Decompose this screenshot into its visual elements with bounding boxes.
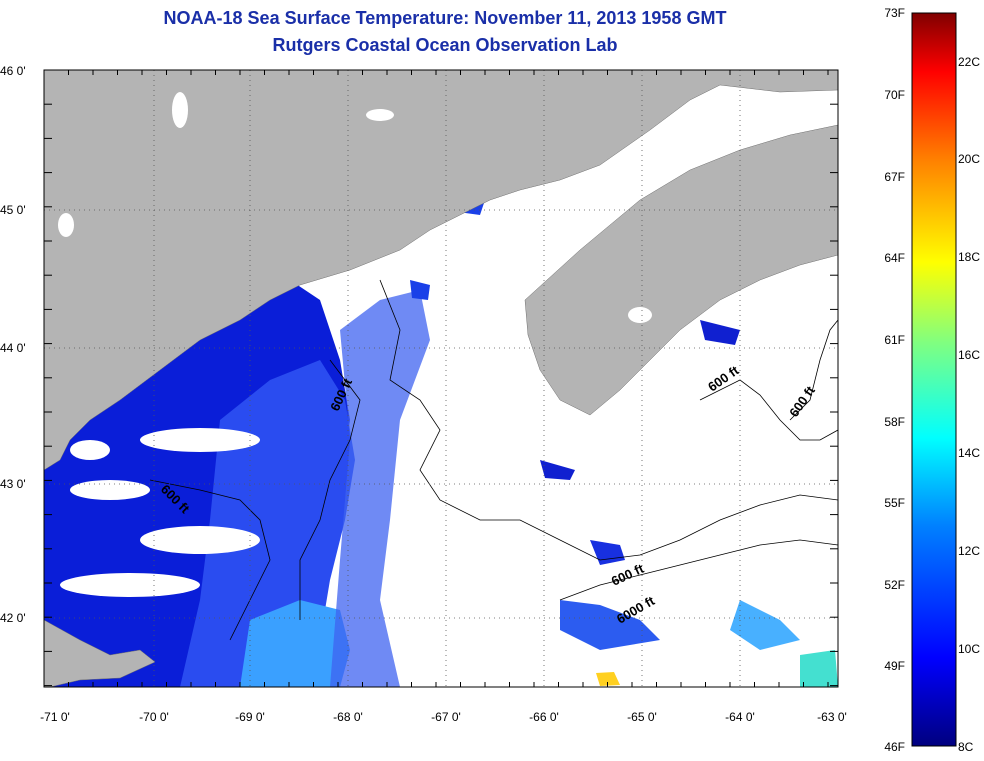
svg-text:12C: 12C bbox=[958, 544, 980, 558]
svg-text:55F: 55F bbox=[884, 496, 905, 510]
map-title: NOAA-18 Sea Surface Temperature: Novembe… bbox=[163, 8, 727, 28]
tick-marks bbox=[44, 70, 838, 687]
svg-text:16C: 16C bbox=[958, 348, 980, 362]
lon-label-71: -71 0' bbox=[40, 710, 70, 724]
colorbar-c-labels: 22C 20C 18C 16C 14C 12C 10C 8C bbox=[958, 55, 980, 754]
lat-label-42: 42 0' bbox=[0, 611, 26, 625]
svg-text:8C: 8C bbox=[958, 740, 974, 754]
lat-label-45: 45 0' bbox=[0, 203, 26, 217]
svg-text:10C: 10C bbox=[958, 642, 980, 656]
lon-label-64: -64 0' bbox=[725, 710, 755, 724]
lon-label-70: -70 0' bbox=[139, 710, 169, 724]
lon-label-65: -65 0' bbox=[627, 710, 657, 724]
map-subtitle: Rutgers Coastal Ocean Observation Lab bbox=[272, 35, 618, 55]
svg-text:20C: 20C bbox=[958, 152, 980, 166]
svg-text:22C: 22C bbox=[958, 55, 980, 69]
lon-label-66: -66 0' bbox=[529, 710, 559, 724]
lon-labels: -71 0' -70 0' -69 0' -68 0' -67 0' -66 0… bbox=[40, 710, 847, 724]
svg-text:46F: 46F bbox=[884, 740, 905, 754]
colorbar-f-labels: 73F 70F 67F 64F 61F 58F 55F 52F 49F 46F bbox=[884, 6, 905, 754]
lon-label-63: -63 0' bbox=[817, 710, 847, 724]
lat-label-43: 43 0' bbox=[0, 477, 26, 491]
land-cape-cod bbox=[44, 619, 156, 687]
svg-text:18C: 18C bbox=[958, 250, 980, 264]
land-north bbox=[44, 70, 838, 471]
svg-text:70F: 70F bbox=[884, 88, 905, 102]
lat-label-46: 46 0' bbox=[0, 64, 26, 78]
map-frame bbox=[43, 69, 839, 688]
svg-text:73F: 73F bbox=[884, 6, 905, 20]
lat-labels: 46 0' 45 0' 44 0' 43 0' 42 0' bbox=[0, 64, 26, 625]
sst-speckle-region bbox=[330, 290, 430, 687]
colorbar bbox=[911, 12, 957, 747]
land-nova-scotia bbox=[524, 124, 838, 416]
svg-text:58F: 58F bbox=[884, 415, 905, 429]
svg-text:61F: 61F bbox=[884, 333, 905, 347]
lon-label-68: -68 0' bbox=[333, 710, 363, 724]
lon-label-69: -69 0' bbox=[235, 710, 265, 724]
sst-warm-region bbox=[240, 600, 350, 687]
svg-text:14C: 14C bbox=[958, 446, 980, 460]
svg-text:67F: 67F bbox=[884, 170, 905, 184]
svg-text:52F: 52F bbox=[884, 578, 905, 592]
svg-text:49F: 49F bbox=[884, 659, 905, 673]
svg-text:64F: 64F bbox=[884, 251, 905, 265]
lon-label-67: -67 0' bbox=[431, 710, 461, 724]
bathymetry-contours bbox=[149, 279, 838, 641]
lat-label-44: 44 0' bbox=[0, 341, 26, 355]
